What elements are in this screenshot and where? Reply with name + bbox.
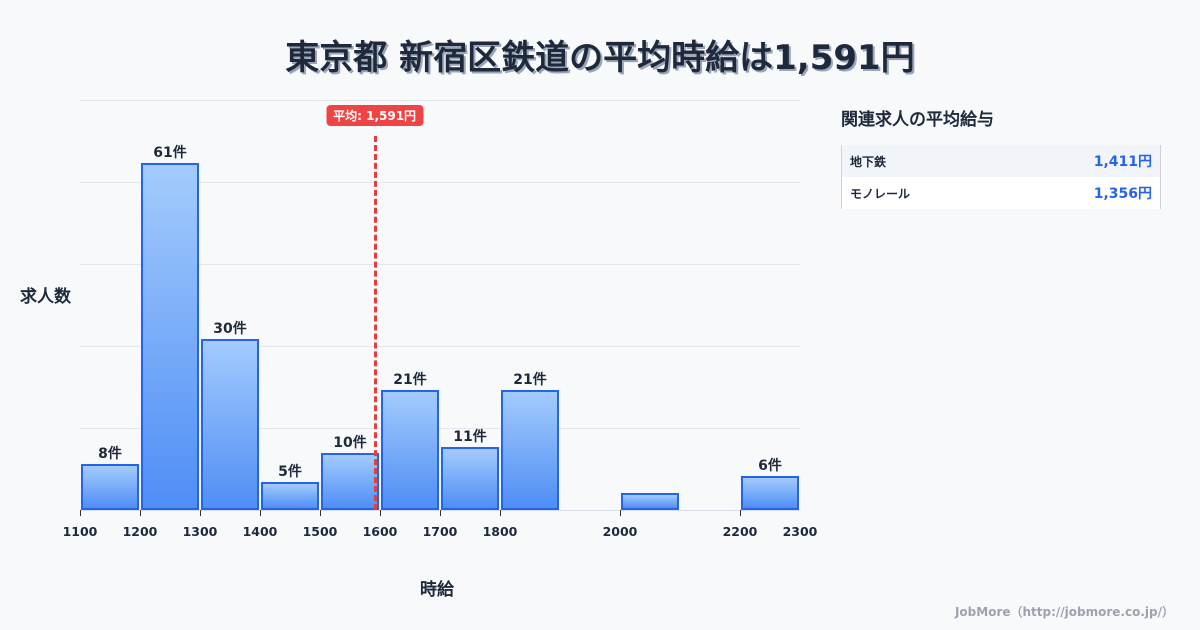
gridline	[80, 346, 800, 347]
source-credit: JobMore（http://jobmore.co.jp/）	[954, 605, 1174, 619]
x-tick	[260, 510, 261, 516]
x-tick-label: 2300	[782, 524, 818, 539]
related-salary-row: モノレール 1,356円	[842, 177, 1160, 209]
bar-count-label: 8件	[98, 446, 122, 463]
histogram-plot: 8件 61件 30件 5件 10件 21件 11件 21件 6件 1100 1200 1300 1400…	[63, 100, 817, 539]
x-tick	[80, 510, 81, 516]
histogram-bar	[621, 492, 679, 510]
page-title: 東京都 新宿区鉄道の平均時給は1,591円	[285, 38, 915, 78]
x-tick	[620, 510, 621, 516]
bar-count-label: 11件	[453, 429, 487, 446]
bar-count-label: 21件	[513, 372, 547, 389]
gridline	[80, 100, 800, 101]
x-tick-label: 1800	[482, 524, 518, 539]
histogram-bar	[201, 339, 259, 510]
x-tick	[380, 510, 381, 516]
job-average-wage: 1,411円	[1093, 154, 1152, 170]
bar-count-label: 61件	[153, 144, 187, 161]
bar-count-label: 21件	[393, 372, 427, 389]
gridline	[80, 428, 800, 429]
x-tick-label: 1600	[362, 524, 398, 539]
histogram-bar	[81, 464, 139, 510]
x-tick	[500, 510, 501, 516]
x-tick-label: 1100	[62, 524, 98, 539]
x-tick-label: 1400	[242, 524, 278, 539]
x-tick-label: 1500	[302, 524, 338, 539]
average-badge: 平均: 1,591円	[326, 105, 424, 126]
histogram-bar	[261, 481, 319, 510]
related-salary-row: 地下鉄 1,411円	[842, 145, 1160, 177]
job-average-wage: 1,356円	[1093, 186, 1152, 202]
histogram-bar	[741, 475, 799, 510]
histogram-bar	[381, 390, 439, 510]
x-tick-label: 1200	[122, 524, 158, 539]
x-tick	[320, 510, 321, 516]
y-axis-label: 求人数	[20, 287, 71, 307]
x-tick	[140, 510, 141, 516]
bar-count-label: 5件	[278, 463, 302, 480]
gridline	[80, 264, 800, 265]
job-name: 地下鉄	[850, 154, 887, 169]
histogram-bar	[321, 453, 379, 510]
bar-count-label: 10件	[333, 435, 367, 452]
related-salary-table: 地下鉄 1,411円 モノレール 1,356円	[841, 145, 1161, 209]
x-tick-label: 1700	[422, 524, 458, 539]
x-tick-label: 2200	[722, 524, 758, 539]
average-line	[373, 136, 377, 510]
histogram-bar	[441, 447, 499, 510]
gridline	[80, 182, 800, 183]
x-tick	[740, 510, 741, 516]
bar-count-label: 6件	[758, 457, 782, 474]
x-axis-label: 時給	[420, 580, 454, 600]
histogram-bar	[141, 162, 199, 510]
x-tick-label: 1300	[182, 524, 218, 539]
related-salary-title: 関連求人の平均給与	[841, 110, 994, 130]
x-tick	[200, 510, 201, 516]
job-name: モノレール	[850, 186, 911, 201]
x-tick-label: 2000	[602, 524, 638, 539]
bar-count-label: 30件	[213, 321, 247, 338]
x-tick	[440, 510, 441, 516]
histogram-bar	[501, 390, 559, 510]
